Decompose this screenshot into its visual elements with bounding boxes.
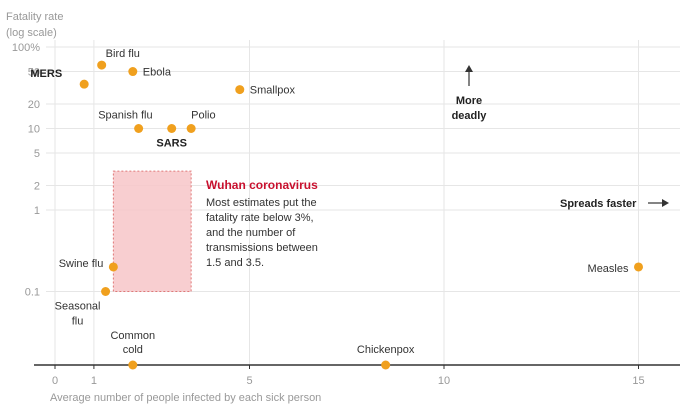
annotation-line-2: fatality rate below 3%, [206,212,314,224]
label-common-cold: cold [123,344,143,356]
point-ebola [128,67,138,77]
x-tick-label: 0 [52,375,58,387]
coronavirus-estimate-region [112,170,192,293]
point-polio [186,124,196,133]
point-mers [79,79,89,89]
annotation-line-3: and the number of [206,227,296,239]
annotation-line-4: transmissions between [206,242,318,254]
label-polio: Polio [191,110,215,122]
y-axis-scale-label: (log scale) [6,27,57,39]
point-chickenpox [381,360,391,370]
point-spanish-flu [134,124,144,133]
y-tick-label: 50 [28,67,40,79]
y-tick-label: 100% [12,42,40,54]
y-tick-label: 2 [34,180,40,192]
label-seasonal-flu: flu [72,316,84,328]
spreads-faster-annotation: Spreads faster [560,198,669,210]
annotation-title: Wuhan coronavirus [206,178,318,192]
point-seasonal-flu [101,287,111,296]
y-tick-label: 20 [28,99,40,111]
label-ebola: Ebola [143,67,172,79]
point-bird-flu [97,60,107,70]
x-axis-label: Average number of people infected by eac… [50,392,321,404]
label-measles: Measles [588,263,629,275]
x-tick-label: 1 [91,375,97,387]
data-points [79,60,643,370]
up-arrowhead-icon [465,65,473,72]
label-bird-flu: Bird flu [106,48,140,60]
y-tick-label: 1 [34,205,40,217]
label-sars: SARS [156,138,187,150]
y-tick-label: 10 [28,124,40,136]
point-swine-flu [108,262,118,272]
label-smallpox: Smallpox [250,85,296,97]
y-tick-label: 0.1 [25,287,40,299]
point-sars [167,124,177,133]
label-chickenpox: Chickenpox [357,344,415,356]
label-spanish-flu: Spanish flu [98,110,152,122]
point-measles [634,262,643,272]
point-smallpox [235,85,245,95]
label-mers: MERS [30,68,62,80]
x-tick-label: 5 [246,375,252,387]
more-deadly-annotation: More deadly [452,65,488,122]
y-axis-title: Fatality rate (log scale) [6,11,63,39]
annotation-line-1: Most estimates put the [206,197,317,209]
coronavirus-annotation: Wuhan coronavirus Most estimates put the… [206,178,318,269]
estimate-region-rect [112,170,192,293]
point-common-cold [128,360,138,370]
annotation-line-5: 1.5 and 3.5. [206,257,264,269]
y-axis-ticks: 100% 50 20 10 5 2 1 0.1 [12,42,40,299]
x-tick-label: 10 [438,375,450,387]
x-tick-label: 15 [632,375,644,387]
right-arrowhead-icon [662,199,669,207]
more-deadly-line-1: More [456,95,482,107]
more-deadly-line-2: deadly [452,110,488,122]
x-axis-ticks: 0 1 5 10 15 [52,365,645,387]
label-swine-flu: Swine flu [59,258,104,270]
y-tick-label: 5 [34,148,40,160]
y-axis-label: Fatality rate [6,11,63,23]
spreads-faster-label: Spreads faster [560,198,637,210]
label-seasonal-flu: Seasonal [55,301,101,313]
label-common-cold: Common [110,330,155,342]
point-labels: Bird flu MERS Ebola Smallpox Spanish flu SARS… [30,48,629,356]
